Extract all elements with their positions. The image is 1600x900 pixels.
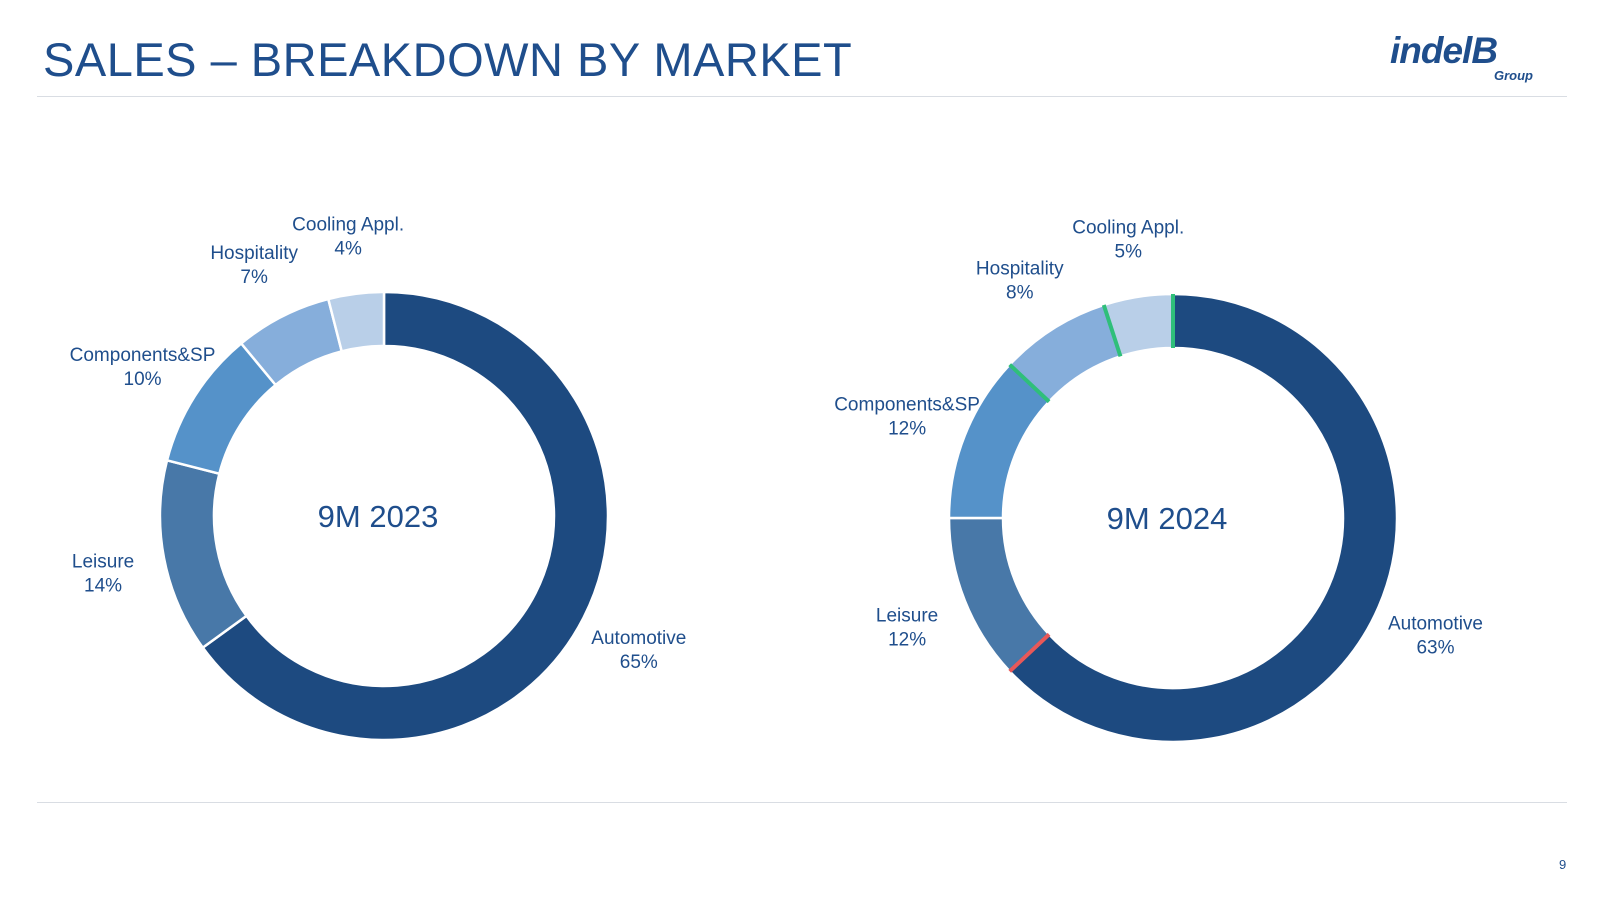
slice-value-cooling-appl: 5% (1115, 242, 1143, 263)
slice-value-components-sp: 12% (888, 419, 926, 440)
slice-value-cooling-appl: 4% (334, 238, 362, 259)
slice-value-hospitality: 7% (240, 267, 268, 288)
slice-label-cooling-appl: Cooling Appl. (1072, 218, 1184, 239)
slice-cooling-appl (326, 290, 386, 353)
slice-label-automotive: Automotive (1388, 614, 1483, 635)
header-divider (37, 96, 1567, 97)
slice-label-components-sp: Components&SP (834, 395, 980, 416)
slice-separator (1008, 363, 1051, 404)
slice-value-leisure: 14% (84, 576, 122, 597)
footer-divider (37, 802, 1567, 803)
slice-automotive (1007, 292, 1399, 744)
chart-center-label: 9M 2023 (318, 499, 439, 534)
page-number: 9 (1559, 857, 1567, 872)
slice-value-automotive: 65% (620, 652, 658, 673)
company-logo: indelB Group (1390, 30, 1560, 90)
page-title: SALES – BREAKDOWN BY MARKET (43, 33, 853, 86)
slice-label-automotive: Automotive (591, 628, 686, 649)
slice-value-hospitality: 8% (1006, 283, 1034, 304)
slice-label-cooling-appl: Cooling Appl. (292, 214, 404, 235)
slice-label-leisure: Leisure (72, 552, 134, 573)
slice-label-components-sp: Components&SP (70, 345, 216, 366)
slice-label-leisure: Leisure (876, 605, 938, 626)
slice-value-leisure: 12% (888, 629, 926, 650)
chart-center-label: 9M 2024 (1107, 501, 1228, 536)
slice-separator (1101, 304, 1123, 357)
logo-subtitle: Group (1494, 68, 1533, 83)
slice-automotive (201, 290, 610, 742)
logo-wordmark: indelB (1390, 30, 1498, 71)
slice-label-hospitality: Hospitality (976, 259, 1064, 280)
donut-chart-9m-2023: Automotive 65% Leisure 14% Components&SP 10% H… (70, 214, 686, 742)
slice-label-hospitality: Hospitality (210, 243, 298, 264)
slice-leisure (158, 458, 249, 650)
slice-separator (1008, 632, 1051, 673)
donut-chart-9m-2024: Automotive 63% Leisure 12% Components&SP 12% H… (834, 218, 1483, 744)
slice-value-components-sp: 10% (124, 369, 162, 390)
slice-value-automotive: 63% (1416, 638, 1454, 659)
